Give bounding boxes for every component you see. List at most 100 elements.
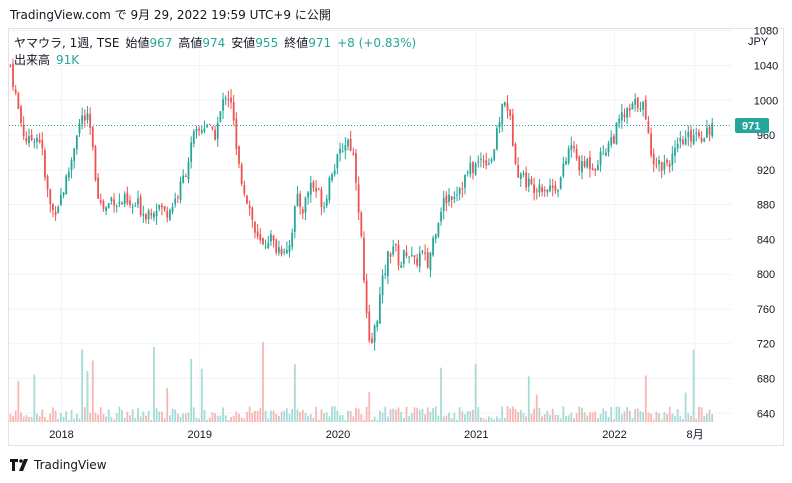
- candle-body: [573, 146, 575, 149]
- candle-body: [636, 97, 639, 108]
- candle-body: [222, 99, 224, 111]
- volume-bar: [666, 414, 668, 422]
- candle-body: [232, 102, 235, 121]
- candle-body: [307, 192, 310, 198]
- y-axis: 640 680 720 760 800 840 880 920 960 1000 1040 1080: [754, 26, 778, 421]
- volume-bar: [267, 418, 270, 422]
- candle-body: [89, 113, 92, 128]
- candle-body: [533, 184, 536, 193]
- grid: [9, 29, 732, 422]
- candle-body: [14, 89, 17, 94]
- volume-bar: [695, 418, 698, 422]
- volume-bar: [200, 368, 203, 422]
- candle-body: [514, 144, 517, 164]
- volume-bar: [52, 407, 54, 422]
- volume-bar: [392, 408, 395, 422]
- volume-bar: [110, 416, 113, 422]
- candle-body: [628, 108, 631, 111]
- candle-body: [626, 108, 629, 118]
- volume-bar: [604, 411, 607, 422]
- volume-bar: [336, 410, 339, 422]
- candle-body: [195, 129, 198, 132]
- candle-body: [610, 137, 613, 145]
- volume-bar: [506, 406, 509, 422]
- volume-bar: [554, 414, 557, 422]
- footer[interactable]: TradingView: [10, 458, 107, 472]
- candle-body: [187, 161, 190, 180]
- volume-bar: [176, 413, 179, 422]
- candle-body: [137, 198, 139, 205]
- candle-body: [216, 122, 219, 139]
- candle-body: [488, 163, 490, 165]
- volume-bar: [597, 418, 599, 422]
- candle-body: [97, 177, 100, 199]
- volume-bar: [639, 411, 642, 422]
- candle-body: [437, 223, 440, 237]
- candle-body: [410, 255, 413, 257]
- volume-bar: [711, 414, 714, 422]
- candle-body: [176, 197, 179, 199]
- y-tick-label: 840: [757, 234, 775, 246]
- volume-bar: [203, 409, 206, 422]
- volume-bar: [270, 410, 272, 422]
- candle-body: [158, 204, 161, 209]
- volume-bar: [567, 415, 570, 422]
- candle-body: [549, 185, 551, 192]
- volume-bar: [262, 341, 264, 422]
- candle-body: [325, 198, 328, 206]
- volume-bar: [400, 411, 403, 422]
- candle-body: [44, 150, 46, 178]
- open-label: 始値: [125, 36, 150, 50]
- volume-bar: [583, 412, 586, 422]
- candle-body: [70, 160, 73, 171]
- candle-body: [73, 148, 76, 161]
- candle-body: [543, 189, 546, 191]
- candle-body: [352, 153, 355, 155]
- volume-bar: [299, 412, 302, 422]
- candle-body: [458, 188, 461, 195]
- volume-bar: [341, 415, 344, 422]
- volume-bar: [86, 371, 89, 422]
- volume-bar: [700, 407, 703, 422]
- close-value: 971: [308, 36, 332, 50]
- candle-body: [142, 214, 145, 216]
- volume-bar: [89, 412, 92, 422]
- candle-body: [105, 207, 107, 211]
- volume-bar: [320, 409, 323, 422]
- candle-body: [434, 234, 437, 239]
- volume-bar: [464, 414, 466, 422]
- candle-body: [413, 255, 416, 258]
- candle-body: [200, 130, 203, 133]
- volume-bar: [206, 419, 209, 422]
- y-tick-label: 920: [757, 165, 775, 177]
- volume-bar: [644, 375, 647, 422]
- candle-body: [535, 190, 538, 192]
- volume-bar: [301, 410, 304, 422]
- volume-bar: [509, 408, 512, 422]
- candle-body: [421, 250, 424, 252]
- volume-bar: [312, 417, 315, 422]
- volume-bar: [456, 419, 458, 422]
- candle-body: [583, 161, 586, 167]
- candle-body: [347, 139, 349, 147]
- candle-body: [256, 231, 259, 237]
- volume-bar: [698, 406, 700, 422]
- x-tick-label: 2019: [188, 429, 212, 441]
- volume-bar: [357, 408, 360, 422]
- volume-bar: [599, 414, 602, 422]
- candle-body: [129, 200, 131, 205]
- volume-bar: [158, 411, 161, 422]
- volume-bar: [219, 415, 222, 422]
- volume-bar: [373, 416, 376, 422]
- candle-body: [607, 143, 610, 153]
- volume-bar: [315, 406, 318, 422]
- candle-body: [682, 139, 684, 144]
- candle-body: [466, 172, 469, 174]
- y-tick-label: 880: [757, 200, 775, 212]
- y-tick-label: 800: [757, 269, 775, 281]
- candle-body: [54, 212, 57, 215]
- y-tick-label: 680: [757, 374, 775, 386]
- candle-body: [453, 196, 456, 199]
- volume-bar: [285, 408, 288, 422]
